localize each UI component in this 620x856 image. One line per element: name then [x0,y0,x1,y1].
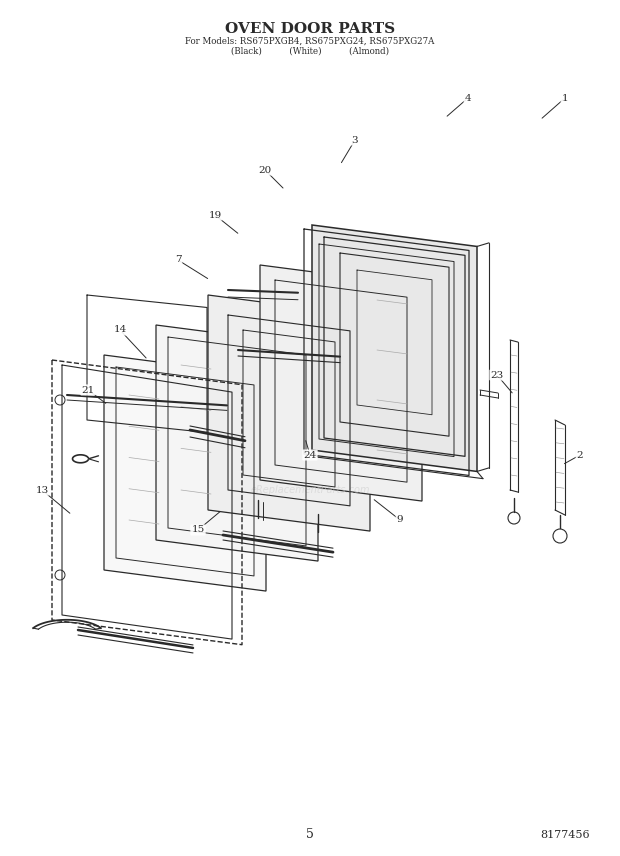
Polygon shape [312,225,477,472]
Text: 5: 5 [306,829,314,841]
Text: 7: 7 [175,255,181,265]
Text: OVEN DOOR PARTS: OVEN DOOR PARTS [225,22,395,36]
Text: 21: 21 [81,385,95,395]
Text: 20: 20 [259,165,272,175]
Text: For Models: RS675PXGB4, RS675PXG24, RS675PXG27A: For Models: RS675PXGB4, RS675PXG24, RS67… [185,37,435,46]
Polygon shape [260,265,422,501]
Text: 1: 1 [562,93,569,103]
Text: eReplacementParts.com: eReplacementParts.com [250,485,370,495]
Polygon shape [156,325,318,561]
Text: (Black)          (White)          (Almond): (Black) (White) (Almond) [231,47,389,56]
Text: 8177456: 8177456 [541,830,590,840]
Text: 23: 23 [490,371,503,379]
Text: 19: 19 [208,211,221,219]
Text: 3: 3 [352,135,358,145]
Text: 2: 2 [577,450,583,460]
Text: 14: 14 [113,325,126,335]
Text: 4: 4 [464,93,471,103]
Text: 24: 24 [303,450,317,460]
Polygon shape [104,355,266,591]
Text: 15: 15 [192,526,205,534]
Text: 13: 13 [35,485,48,495]
Polygon shape [208,295,370,531]
Text: 9: 9 [397,515,404,525]
